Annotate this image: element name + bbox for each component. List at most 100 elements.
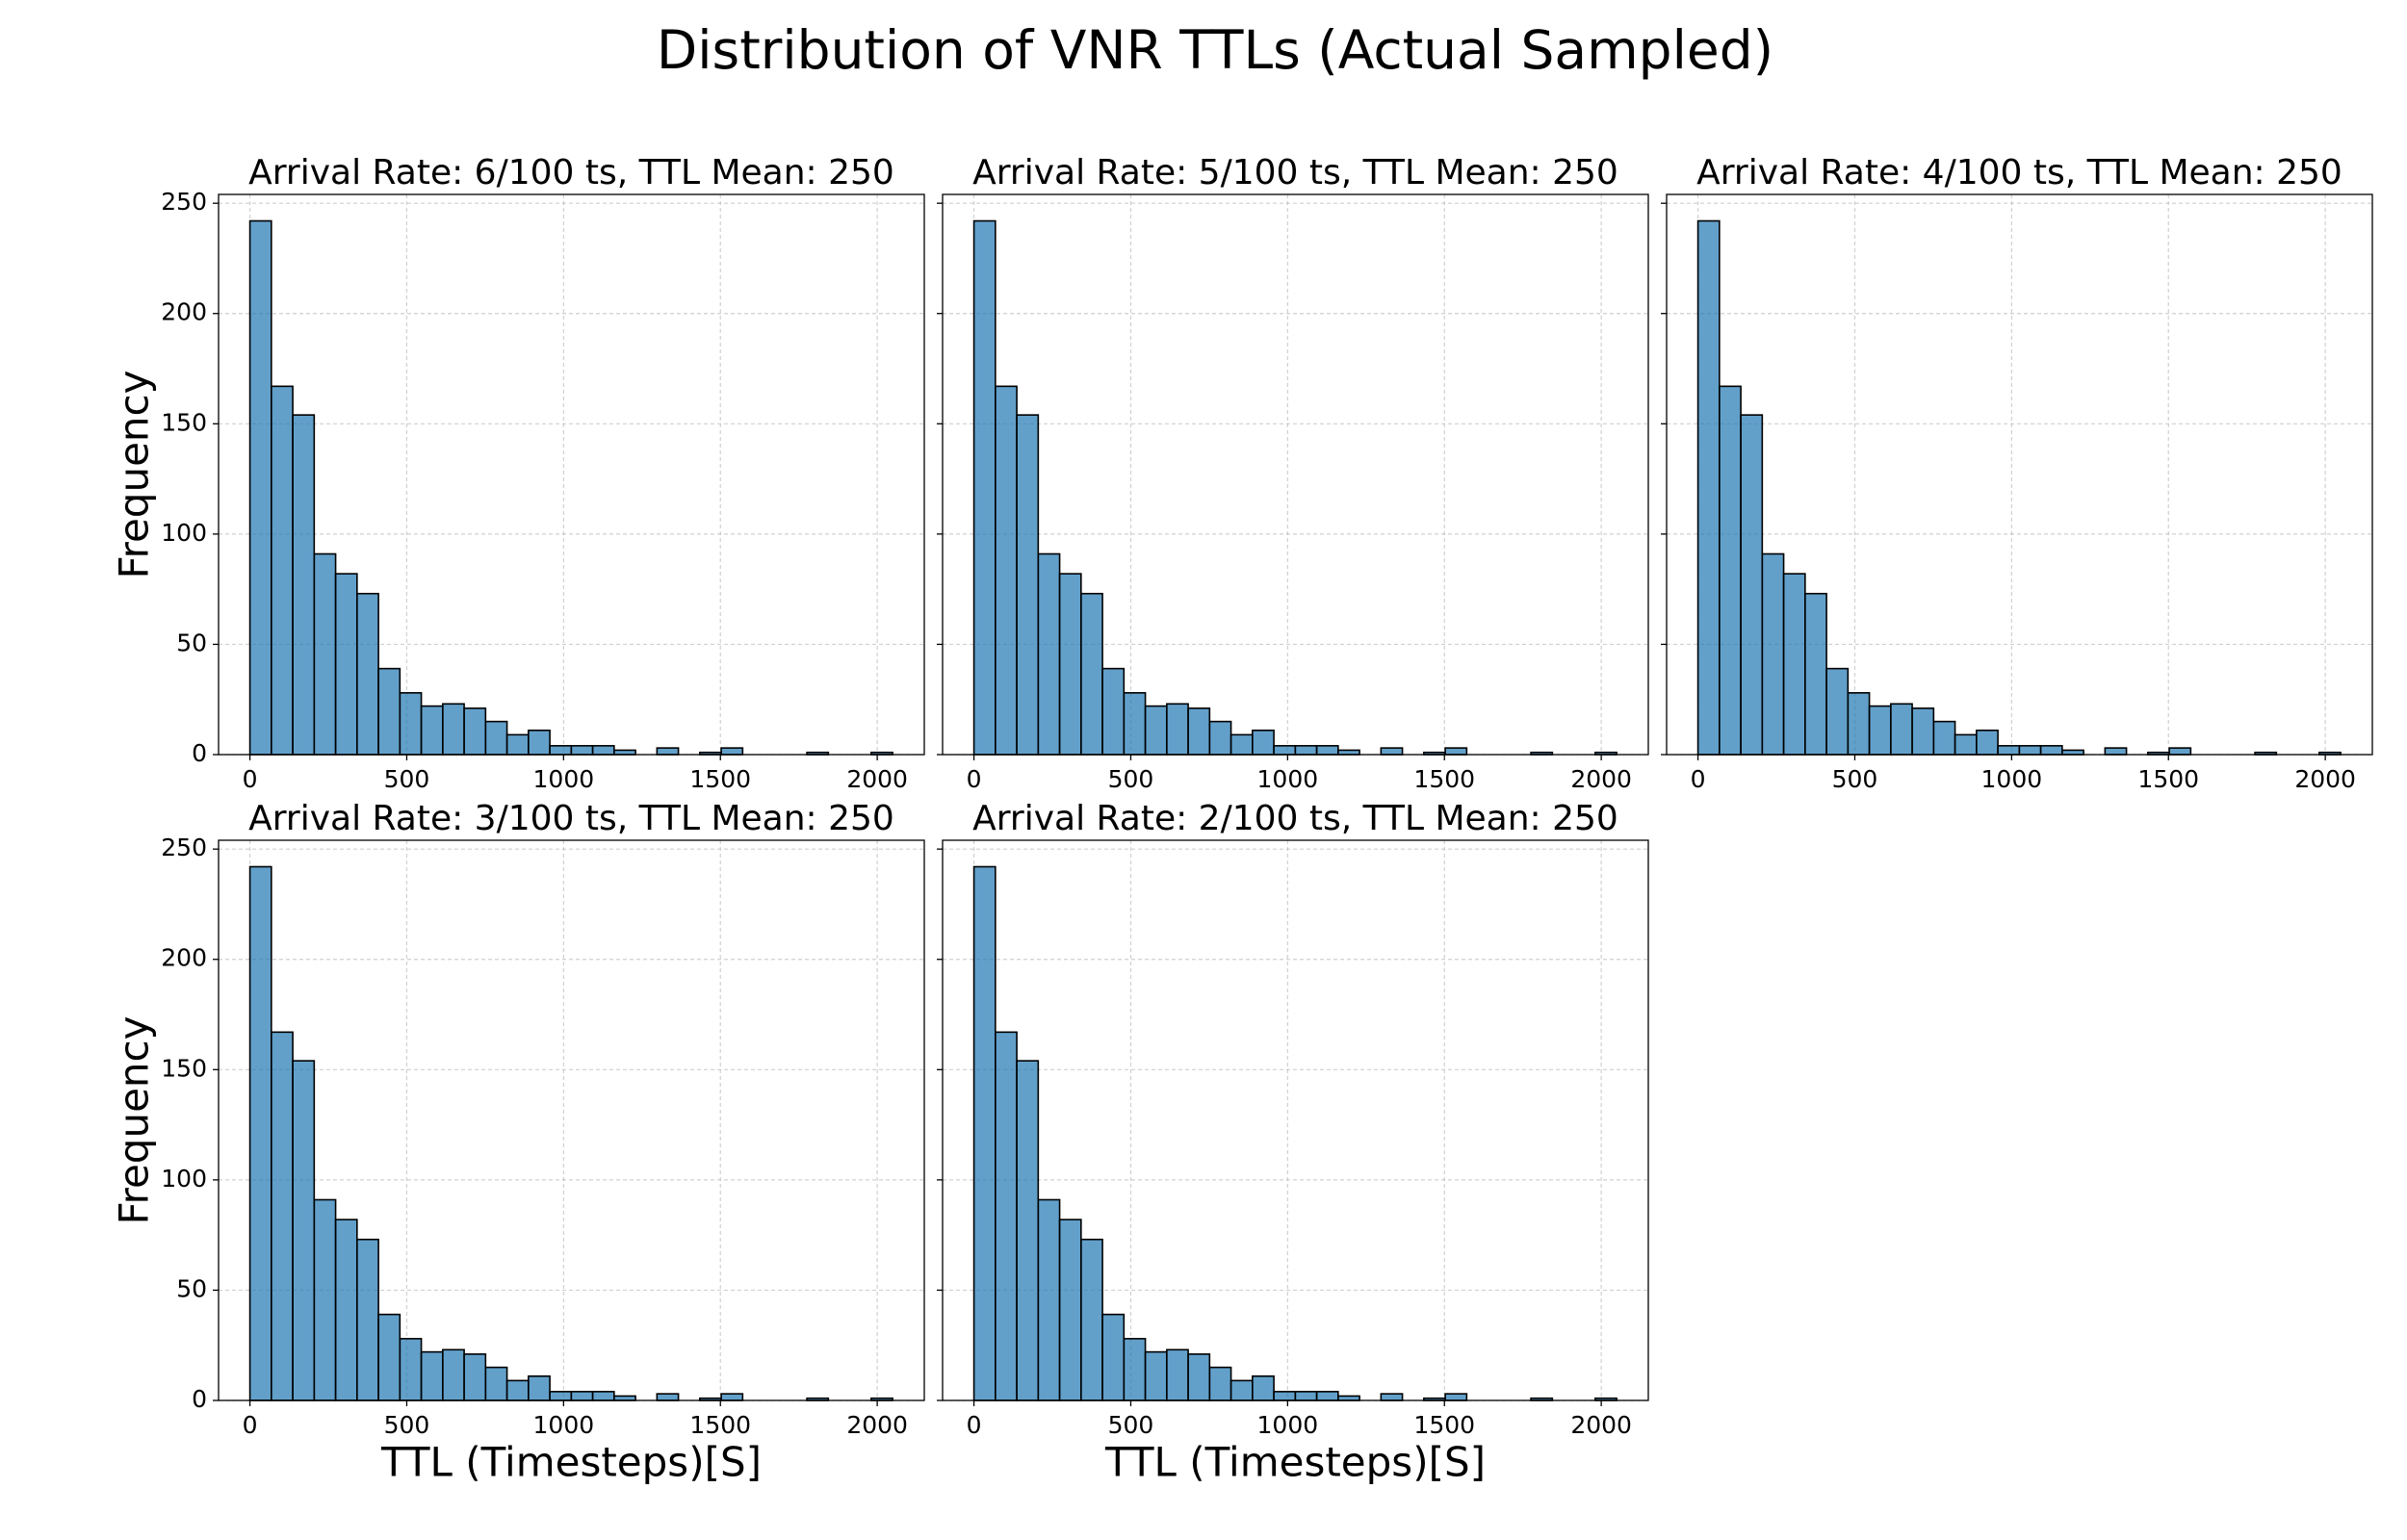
histogram-bar	[356, 592, 379, 756]
x-axis-label: TTL (Timesteps)[S]	[380, 1439, 762, 1486]
histogram-bar	[313, 552, 337, 756]
subplot: 0 50 100 150 200 250 0 500 1000 1500 2000 Arrival R…	[111, 799, 925, 1486]
x-tick-label: 1000	[533, 1411, 595, 1439]
histogram-bar	[377, 1313, 401, 1401]
histogram-bar	[1337, 749, 1360, 756]
x-tick-label: 0	[1691, 765, 1706, 793]
histogram-bar	[1229, 733, 1254, 756]
histogram-bar	[1208, 1366, 1232, 1401]
histogram-bar	[1273, 745, 1297, 756]
histogram-bar	[1761, 552, 1785, 756]
histogram-bar	[995, 385, 1018, 756]
axes-frame	[218, 839, 925, 1401]
histogram-bar	[1229, 1379, 1254, 1401]
histogram-bar	[442, 1348, 465, 1401]
histogram-bar	[1058, 573, 1082, 756]
histogram-bar	[1252, 1374, 1275, 1401]
histogram-bar	[1144, 1350, 1168, 1401]
histogram-bar	[1696, 219, 1721, 756]
histogram-bar	[356, 1238, 379, 1401]
histogram-bar	[399, 1338, 423, 1401]
histogram-bar	[271, 1031, 294, 1401]
histogram-bar	[1847, 692, 1871, 756]
subplot-title: Arrival Rate: 2/100 ts, TTL Mean: 250	[972, 799, 1618, 838]
histogram-bar	[2104, 747, 2128, 756]
histogram-bar	[591, 1391, 615, 1401]
x-tick-label: 2000	[846, 765, 908, 793]
x-tick-label: 1000	[1257, 1411, 1319, 1439]
histogram-bar	[1187, 707, 1211, 756]
histogram-bar	[1144, 705, 1168, 756]
histogram-bar	[2018, 745, 2042, 756]
histogram-bar	[1294, 1391, 1318, 1401]
axes-frame	[942, 839, 1649, 1401]
histogram-bar	[995, 1031, 1018, 1401]
histogram-bar	[1315, 1391, 1339, 1401]
histogram-bar	[591, 745, 615, 756]
histogram-bar	[972, 219, 996, 756]
histogram-bar	[1166, 1348, 1189, 1401]
histogram-bar	[1337, 1395, 1360, 1401]
histogram-bar	[1123, 692, 1147, 756]
axes-frame	[218, 193, 925, 756]
histogram-bar	[1932, 720, 1956, 756]
histogram-bar	[442, 703, 465, 756]
histogram-bar	[1101, 1313, 1126, 1401]
histogram-bar	[1911, 707, 1935, 756]
histogram-bar	[549, 1391, 573, 1401]
axes-frame	[942, 193, 1649, 756]
x-tick-label: 500	[384, 1411, 430, 1439]
y-tick-label: 200	[161, 298, 207, 326]
histogram-bar	[420, 1350, 444, 1401]
subplot-title: Arrival Rate: 4/100 ts, TTL Mean: 250	[1696, 153, 2342, 192]
histogram-bar	[528, 729, 551, 756]
histogram-bar	[463, 1353, 487, 1401]
x-tick-label: 2000	[2294, 765, 2356, 793]
x-tick-label: 500	[1108, 1411, 1154, 1439]
x-tick-label: 1500	[689, 1411, 751, 1439]
histogram-bar	[972, 865, 996, 1401]
histogram-bar	[248, 219, 272, 756]
x-tick-label: 2000	[846, 1411, 908, 1439]
x-tick-label: 500	[384, 765, 430, 793]
x-axis-label: TTL (Timesteps)[S]	[1104, 1439, 1486, 1486]
grid	[219, 840, 924, 1401]
histogram-bar	[1825, 667, 1850, 756]
histogram-bar	[656, 747, 680, 756]
histogram-bar	[1954, 733, 1978, 756]
y-tick-label: 150	[161, 408, 207, 436]
x-tick-label: 1500	[689, 765, 751, 793]
histogram-bar	[1037, 552, 1061, 756]
histogram-bar	[1187, 1353, 1211, 1401]
y-tick-label: 0	[192, 739, 207, 767]
histogram-bar	[1868, 705, 1892, 756]
x-tick-label: 500	[1832, 765, 1878, 793]
histogram-bar	[613, 1395, 636, 1401]
subplot-title: Arrival Rate: 6/100 ts, TTL Mean: 250	[248, 153, 894, 192]
histogram-bar	[334, 1219, 358, 1401]
histogram-bar	[570, 1391, 594, 1401]
y-tick-label: 250	[161, 188, 207, 216]
histogram-bar	[1123, 1338, 1147, 1401]
histogram-bar	[1273, 1391, 1297, 1401]
histogram-bar	[292, 1060, 316, 1401]
histogram-bar	[613, 749, 636, 756]
histogram-bar	[1080, 1238, 1103, 1401]
histogram-bar	[420, 705, 444, 756]
x-tick-label: 2000	[1570, 1411, 1632, 1439]
histogram-bar	[720, 747, 744, 756]
histogram-bar	[1976, 729, 1999, 756]
histogram-bar	[1252, 729, 1275, 756]
histogram-bar	[1037, 1198, 1061, 1401]
histogram-bar	[463, 707, 487, 756]
histogram-bar	[1719, 385, 1742, 756]
y-axis-label: Frequency	[111, 1016, 158, 1225]
histogram-bar	[1208, 720, 1232, 756]
y-tick-label: 0	[192, 1385, 207, 1413]
histogram-bar	[484, 720, 508, 756]
histogram-bar	[1315, 745, 1339, 756]
histogram-bar	[399, 692, 423, 756]
histogram-bar	[1740, 414, 1764, 756]
histogram-bar	[505, 733, 530, 756]
histogram-bar	[1080, 592, 1103, 756]
